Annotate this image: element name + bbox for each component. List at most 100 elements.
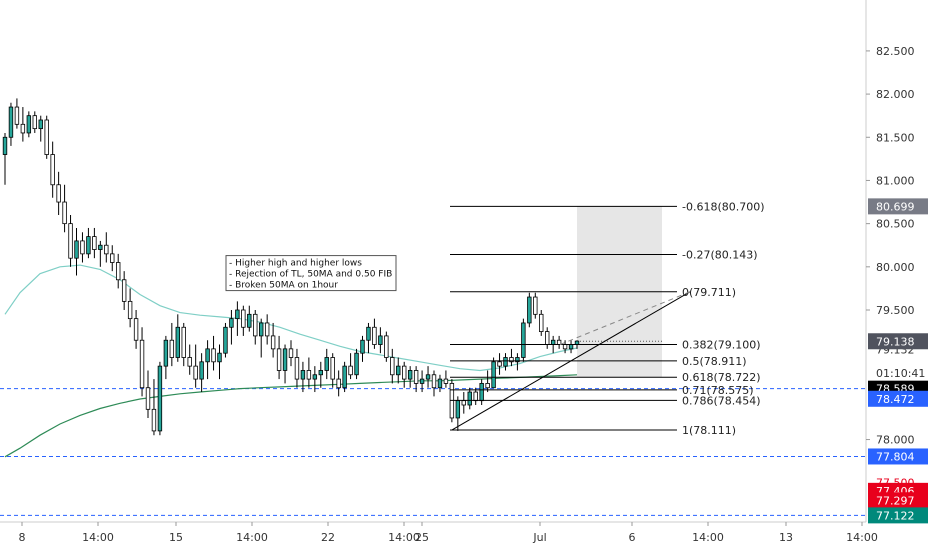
candle <box>294 348 300 388</box>
fib-label: 0.5(78.911) <box>682 355 747 368</box>
candle <box>336 370 341 397</box>
fib-retracement-layer[interactable]: -0.618(80.700) -0.27(80.143) 0(79.711) 0.38… <box>450 200 765 437</box>
candle <box>366 322 371 354</box>
candle-body <box>74 240 79 259</box>
candle <box>312 366 318 393</box>
candle-body <box>402 365 407 380</box>
price-badge-label: 77.804 <box>876 450 915 463</box>
candle-body <box>157 365 163 432</box>
candle <box>431 370 437 397</box>
candle <box>419 370 425 393</box>
price-badge-bg <box>868 390 928 407</box>
candle <box>384 331 389 362</box>
candles-layer <box>2 98 580 436</box>
candle-body <box>133 318 139 341</box>
candle <box>545 327 550 349</box>
fib-label: 0(79.711) <box>682 286 736 299</box>
candle-body <box>539 313 544 332</box>
candle <box>133 310 139 349</box>
candle-body <box>127 300 133 320</box>
candle <box>139 327 145 397</box>
trendline[interactable] <box>451 291 691 431</box>
candle <box>491 357 496 389</box>
candle <box>80 232 85 263</box>
candle-body <box>169 339 175 358</box>
fib-label: 0.382(79.100) <box>682 339 761 352</box>
y-tick-label: 82.500 <box>876 45 915 58</box>
candle <box>92 227 97 259</box>
candle-body <box>181 326 186 358</box>
candle <box>56 171 61 215</box>
candle-body <box>38 119 43 130</box>
candle-body <box>68 223 73 259</box>
candle-body <box>497 361 502 367</box>
y-tick-label: 78.000 <box>876 434 915 447</box>
candle <box>235 301 240 336</box>
candle-body <box>235 309 240 320</box>
candle-body <box>193 365 198 380</box>
candle-body <box>288 348 294 358</box>
y-tick-label: 82.000 <box>876 88 915 101</box>
candle <box>485 370 490 393</box>
note-box[interactable] <box>225 255 397 292</box>
candle-body <box>348 365 353 376</box>
candle <box>264 314 270 345</box>
candle <box>282 344 288 384</box>
candle-body <box>187 357 192 367</box>
candle <box>38 115 43 142</box>
candle <box>413 366 419 393</box>
fib-label: 0.71(78.575) <box>682 384 754 397</box>
x-tick-label: 13 <box>779 531 793 544</box>
candle <box>68 215 73 267</box>
x-tick-label: Jul <box>532 531 546 544</box>
candle <box>211 335 216 371</box>
candle-body <box>413 370 419 384</box>
candle-body <box>175 326 180 358</box>
candle-body <box>294 357 300 380</box>
candle-body <box>431 374 437 389</box>
x-tick-label: 25 <box>415 531 429 544</box>
note-line: - Rejection of TL, 50MA and 0.50 FIB <box>229 270 392 280</box>
y-extra-label: 01:10:41 <box>876 367 925 380</box>
candle <box>86 227 91 259</box>
candle <box>425 366 431 388</box>
price-badge-bg <box>868 492 928 509</box>
candle <box>270 322 276 358</box>
candle-body <box>318 370 323 376</box>
candle-body <box>145 387 151 410</box>
candle-body <box>419 378 425 384</box>
candle-body <box>163 339 169 367</box>
candle <box>20 107 26 142</box>
candle-body <box>199 361 204 380</box>
candle <box>127 288 133 328</box>
candle <box>330 353 335 388</box>
candle-body <box>533 296 538 315</box>
candle-body <box>86 236 91 255</box>
candle <box>145 370 151 418</box>
note-line: - Broken 50MA on 1hour <box>229 281 338 291</box>
candle-body <box>384 335 389 358</box>
candle-body <box>473 391 478 402</box>
price-badge-bg <box>868 448 928 465</box>
candle <box>300 361 306 393</box>
candle <box>253 310 258 345</box>
candle <box>306 357 312 388</box>
candle-body <box>312 374 318 380</box>
candle <box>443 370 449 388</box>
candle <box>157 361 163 436</box>
candle <box>26 111 32 138</box>
annotation-note[interactable]: - Higher high and higher lows- Rejection… <box>225 255 397 292</box>
candle <box>199 353 204 393</box>
candle-body <box>247 313 252 328</box>
x-tick-label: 8 <box>19 531 26 544</box>
price-badge: 78.472 <box>868 390 928 407</box>
candle-body <box>324 357 329 371</box>
price-badge-label: 80.699 <box>876 200 915 213</box>
y-tick-label: 79.500 <box>876 304 915 317</box>
candle <box>497 353 502 375</box>
trendline-layer[interactable] <box>451 291 691 431</box>
candle <box>515 353 520 371</box>
candle <box>324 348 329 380</box>
candle <box>74 227 79 276</box>
